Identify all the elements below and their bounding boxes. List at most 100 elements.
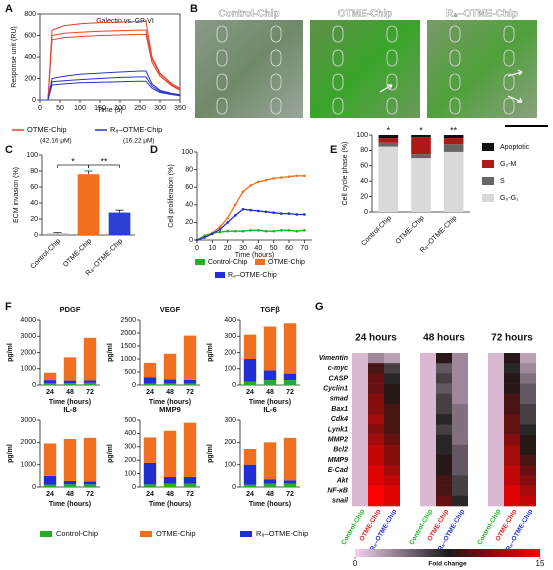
y-tick-label: 40 (185, 202, 193, 209)
point (272, 229, 275, 233)
heatmap-cell (520, 373, 536, 384)
heatmap-cell (452, 495, 468, 507)
bar-segment (411, 158, 431, 212)
heatmap-cell (384, 485, 400, 497)
y-tick-label: 2500 (120, 317, 136, 324)
bar-segment (443, 138, 464, 145)
heatmap-cell (420, 404, 436, 415)
y-tick-label: 3000 (20, 417, 36, 424)
heatmap-cell (384, 475, 400, 486)
heatmap-cell (452, 414, 468, 425)
heatmap-cell (368, 485, 384, 497)
x-tick-label: 24 (146, 491, 154, 498)
heatmap-cell (368, 465, 384, 476)
x-tick-label: 70 (300, 245, 308, 252)
panel-title: 48 hours (423, 333, 465, 344)
bar-segment (63, 438, 77, 481)
pillar (332, 73, 344, 91)
chart-title: Galectin vs. GP-VI (96, 18, 154, 25)
micrograph (310, 20, 420, 118)
heatmap-cell (436, 363, 452, 374)
y-tick-label: 20 (185, 219, 193, 226)
bar-segment (378, 142, 399, 147)
x-tick-label: Control-Chip (360, 215, 393, 248)
row-label: Bax1 (331, 406, 348, 413)
heatmap-cell (368, 383, 384, 395)
legend-label: G₂-M (500, 161, 516, 168)
legend-label: OTME-Chip (27, 125, 67, 134)
heatmap-cell (452, 475, 468, 486)
x-axis-label: Time (hours) (249, 501, 291, 508)
chart-title: IL-6 (263, 405, 276, 414)
panel-title: 24 hours (355, 333, 397, 344)
y-axis-label: pg/ml (107, 444, 114, 463)
heatmap-cell (520, 393, 536, 405)
x-axis-label: Time (hours) (149, 399, 191, 406)
point (218, 230, 222, 234)
series-line (40, 70, 181, 101)
arrow (507, 95, 523, 103)
y-tick-label: 0 (189, 237, 193, 244)
heatmap-cell (420, 414, 436, 425)
y-axis-label: pg/ml (107, 343, 114, 362)
pillar (332, 49, 344, 67)
y-axis-label: pg/ml (7, 444, 14, 463)
heatmap-cell (420, 465, 436, 476)
x-tick-label: 100 (74, 105, 86, 112)
panel-label: F (5, 301, 12, 313)
heatmap-cell (488, 465, 504, 476)
point (287, 175, 291, 178)
point (226, 221, 229, 224)
x-tick-label: 72 (86, 491, 94, 498)
pillar (386, 49, 398, 67)
series-line (40, 21, 181, 101)
y-tick-label: 100 (124, 470, 136, 477)
bar-segment (83, 481, 97, 485)
legend-label: R₈–OTME-Chip (110, 125, 162, 134)
y-axis-label: Cell cycle phase (%) (342, 142, 349, 206)
heatmap-cell (384, 404, 400, 415)
pillar (216, 73, 228, 91)
point (249, 184, 252, 187)
heatmap-cell (384, 393, 400, 405)
y-tick-label: 100 (224, 366, 236, 373)
point (241, 229, 245, 233)
y-tick-label: 300 (224, 417, 236, 424)
x-tick-label: 40 (254, 245, 262, 252)
y-tick-label: 1000 (120, 356, 136, 363)
bar-segment (411, 137, 431, 155)
row-label: snail (332, 498, 349, 505)
heatmap-cell (368, 363, 384, 374)
y-tick-label: 200 (124, 457, 136, 464)
heatmap-cell (384, 414, 400, 425)
y-tick-label: 100 (181, 149, 193, 156)
x-tick-label: 48 (266, 491, 274, 498)
point (234, 214, 237, 217)
x-tick-label: 60 (285, 245, 293, 252)
x-tick-label: 24 (246, 491, 254, 498)
y-axis-label: pg/ml (207, 444, 214, 463)
heatmap-cell (368, 414, 384, 425)
y-tick-label: 400 (124, 430, 136, 437)
legend-swatch (482, 160, 494, 168)
heatmap-cell (352, 495, 368, 507)
heatmap-cell (504, 393, 520, 405)
heatmap-cell (452, 485, 468, 497)
image-title: Control-Chip (218, 9, 279, 20)
point (234, 203, 237, 207)
y-tick-label: 4000 (20, 317, 36, 324)
x-tick-label: 24 (146, 389, 154, 396)
heatmap-cell (520, 434, 536, 446)
bar-segment (263, 370, 277, 381)
row-label: smad (330, 396, 349, 403)
heatmap-cell (504, 414, 520, 425)
bar-segment (283, 380, 297, 385)
heatmap-cell (452, 383, 468, 395)
significance: * (419, 125, 423, 135)
heatmap-cell (488, 393, 504, 405)
significance: * (387, 125, 391, 135)
y-tick-label: 400 (24, 54, 36, 61)
y-tick-label: 0 (232, 382, 236, 389)
y-axis-label: Response unit (RU) (11, 26, 18, 87)
y-axis-label: pg/ml (207, 343, 214, 362)
